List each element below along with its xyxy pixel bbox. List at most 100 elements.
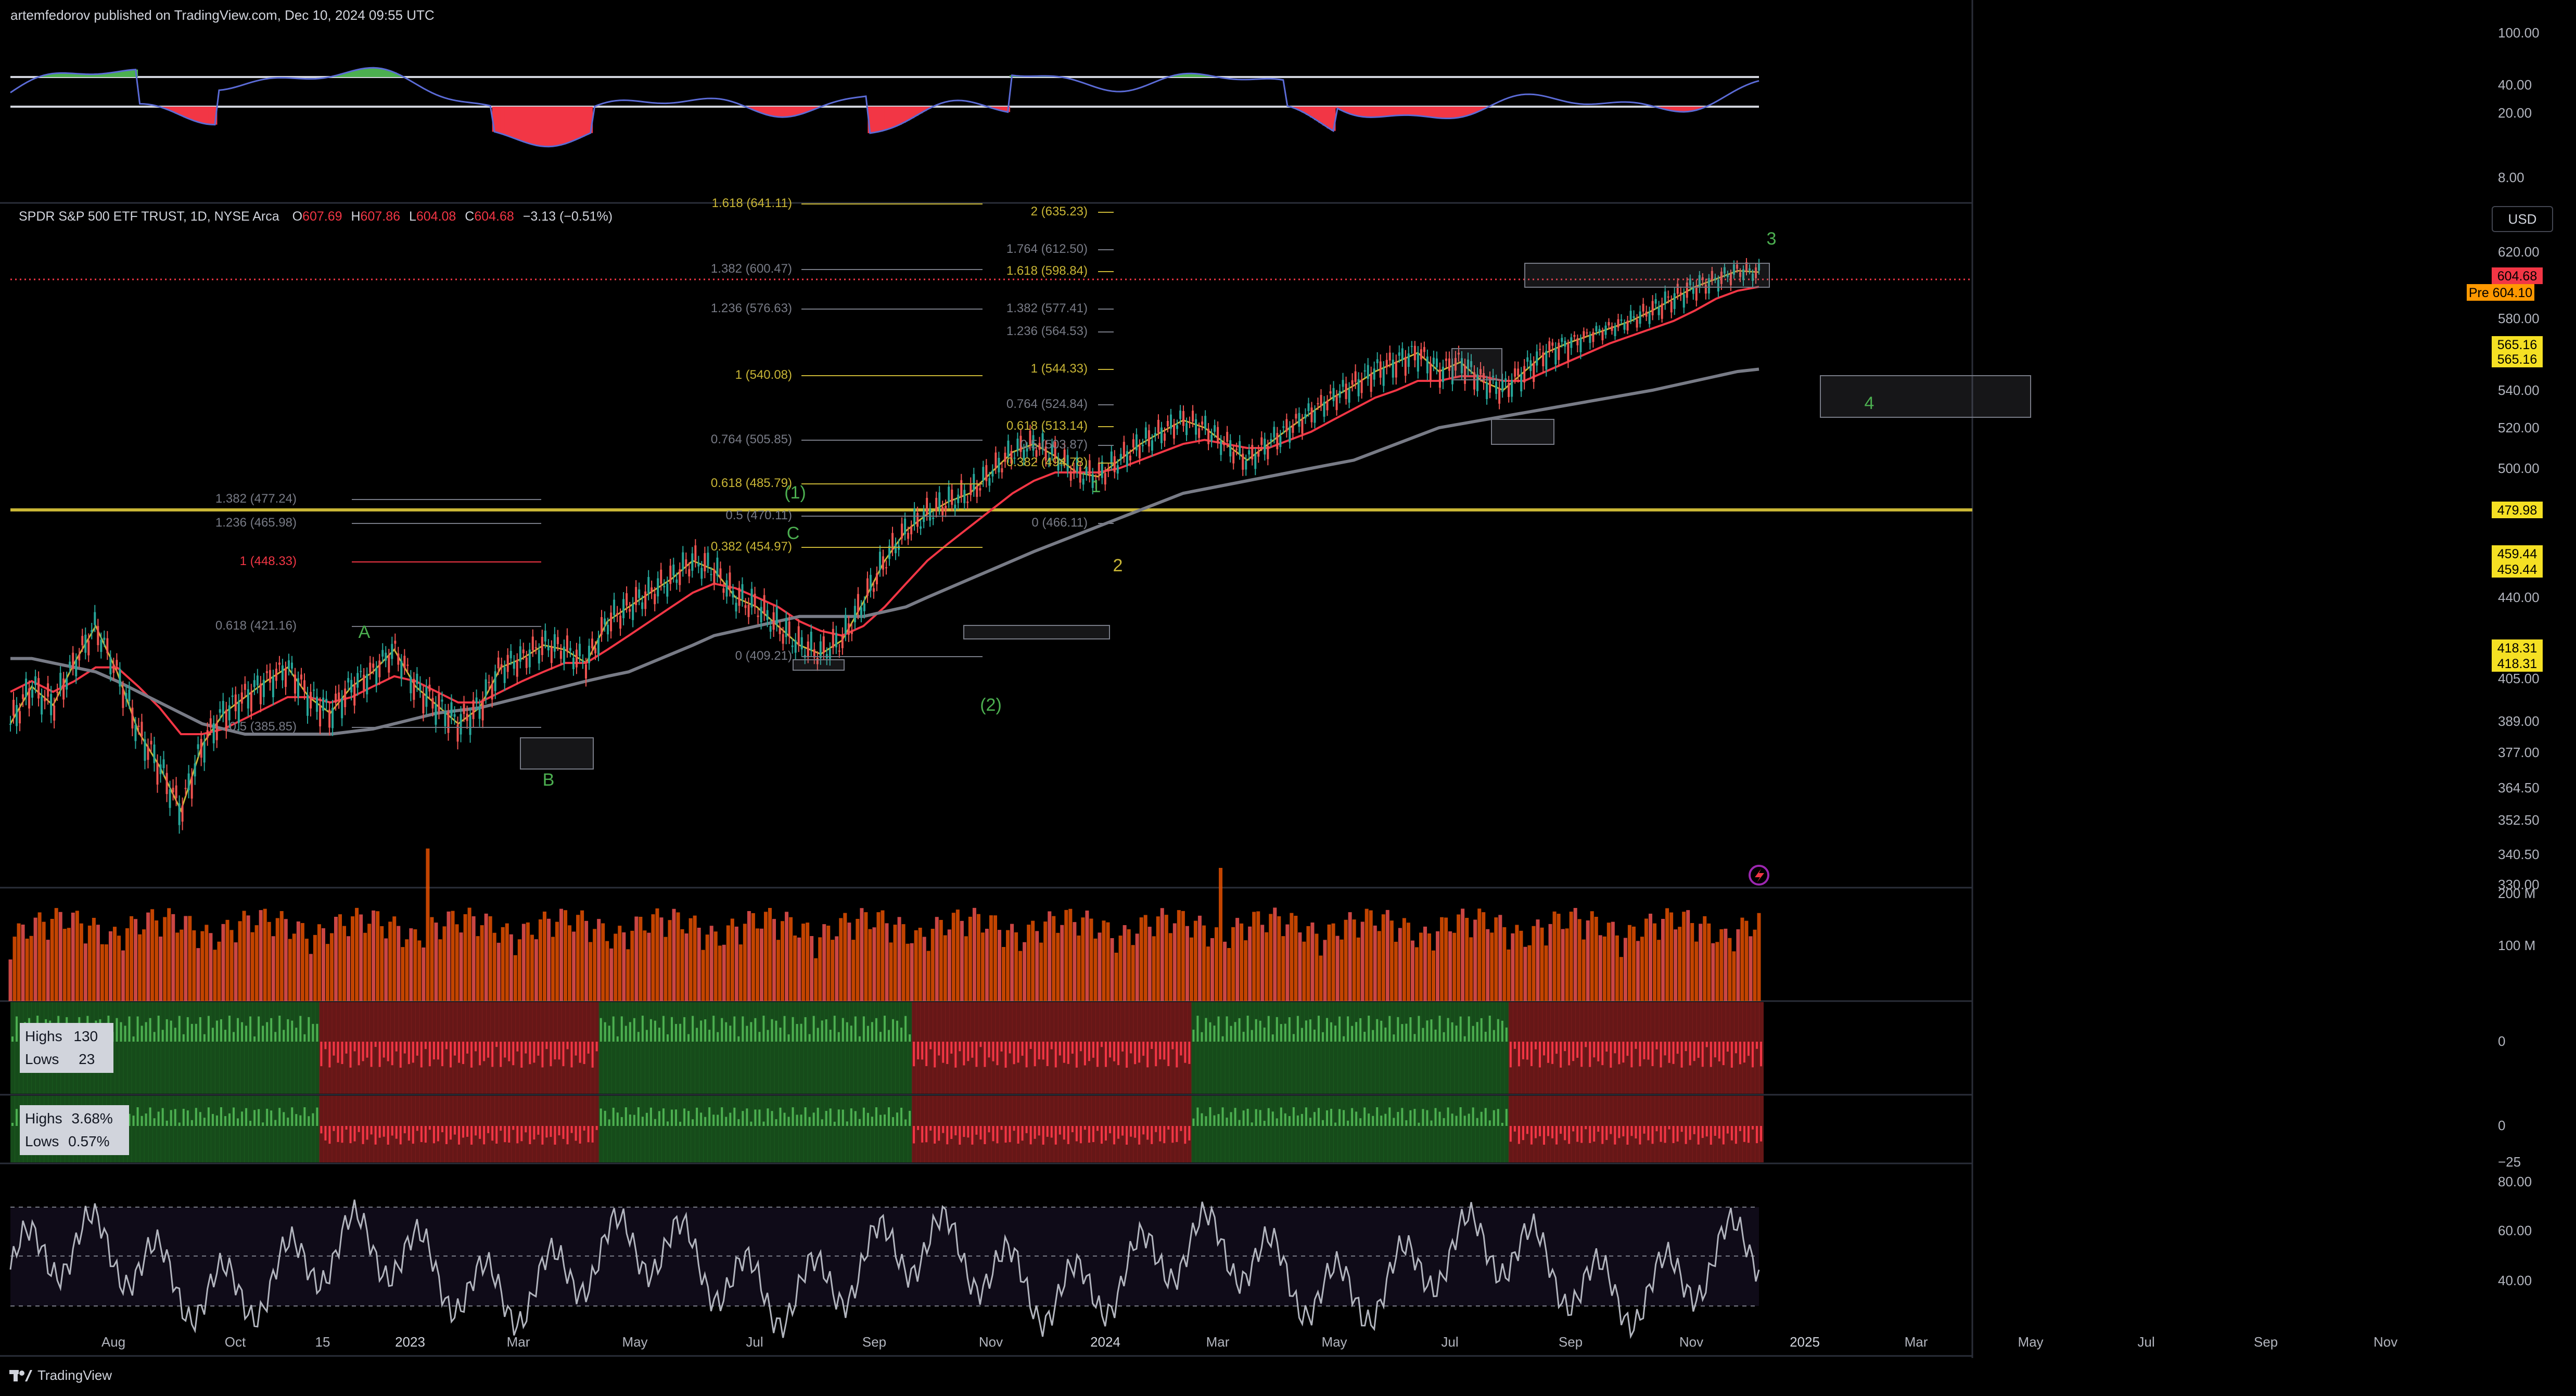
hl-bg-348 [1462, 1002, 1468, 1094]
hlp-bg-162 [686, 1096, 692, 1162]
candle-body-221 [700, 568, 703, 579]
hlp-bg-337 [1417, 1096, 1422, 1162]
candle-body-413 [1301, 419, 1304, 434]
hl-bg-182 [770, 1002, 775, 1094]
hl-bg-70 [302, 1002, 308, 1094]
hlp-bg-33 [148, 1096, 153, 1162]
candle-body-227 [719, 568, 722, 579]
candle-body-22 [78, 655, 81, 661]
candle-body-80 [259, 683, 262, 705]
candle-body-389 [1226, 432, 1229, 442]
hlp-bg-147 [623, 1096, 629, 1162]
candle-body-437 [1376, 359, 1379, 363]
fib-right-label-1: 1.764 (612.50) [1006, 242, 1088, 256]
hl-bg-297 [1249, 1002, 1255, 1094]
currency-button[interactable]: USD [2492, 206, 2553, 232]
x-tick-11: May [1321, 1334, 1347, 1350]
candle-body-13 [50, 694, 53, 715]
fib-right-label-0: 2 (635.23) [1031, 204, 1088, 219]
hl-bg-355 [1491, 1002, 1497, 1094]
candle-body-97 [313, 689, 315, 691]
hlp-bg-178 [753, 1096, 758, 1162]
candle-body-147 [469, 715, 471, 735]
hlp-bg-213 [899, 1096, 904, 1162]
candle-body-274 [866, 578, 869, 596]
candle-body-3 [19, 711, 21, 724]
candle-body-34 [116, 660, 118, 666]
hl-bg-197 [832, 1002, 837, 1094]
x-tick-4: Mar [507, 1334, 530, 1350]
candle-body-215 [682, 552, 684, 570]
candle-body-487 [1533, 363, 1535, 382]
candle-body-52 [172, 787, 174, 792]
hl-bg-143 [607, 1002, 612, 1094]
candle-body-318 [1004, 453, 1006, 462]
price-tag-label-1: Pre 604.10 [2469, 286, 2532, 300]
candle-body-245 [775, 607, 778, 624]
hlp-bg-346 [1454, 1096, 1459, 1162]
candle-body-73 [237, 702, 240, 723]
candle-body-85 [275, 669, 277, 681]
candle-body-433 [1363, 370, 1366, 372]
candle-body-205 [651, 587, 653, 593]
candle-body-176 [559, 650, 562, 659]
candle-body-153 [488, 682, 490, 683]
tradingview-brand[interactable]: TradingView [9, 1367, 112, 1384]
candle-body-553 [1739, 272, 1741, 277]
candle-body-499 [1570, 337, 1573, 348]
candle-body-187 [594, 648, 597, 654]
hl-bg-349 [1466, 1002, 1472, 1094]
price-tag-label-2: 565.16 [2497, 338, 2537, 352]
hl-bg-309 [1299, 1002, 1305, 1094]
candle-body-143 [456, 724, 459, 742]
candle-body-426 [1342, 380, 1344, 387]
hlp-bg-46 [202, 1096, 207, 1162]
candle-body-225 [713, 569, 716, 584]
fib-right-label-10: 0 (466.11) [1031, 516, 1088, 530]
candle-body-469 [1476, 374, 1479, 391]
hl-pct-tick-0: 0 [2498, 1118, 2505, 1133]
hlp-bg-286 [1204, 1096, 1209, 1162]
hl-bg-313 [1316, 1002, 1321, 1094]
candle-body-75 [244, 684, 246, 690]
candle-body-401 [1264, 439, 1266, 455]
candle-body-541 [1701, 277, 1704, 280]
hl-bg-296 [1245, 1002, 1251, 1094]
candle-body-8 [34, 676, 37, 685]
price-tick-2: 580.00 [2498, 311, 2540, 326]
wave-label-0: A [359, 622, 371, 642]
candle-body-369 [1163, 433, 1166, 441]
hlp-bg-324 [1362, 1096, 1368, 1162]
candle-body-431 [1357, 379, 1360, 396]
hlp-bg-357 [1500, 1096, 1505, 1162]
candle-body-331 [1044, 446, 1047, 461]
ma-series-2 [10, 367, 1759, 736]
candle-body-478 [1504, 378, 1507, 381]
hl-bg-328 [1379, 1002, 1384, 1094]
hl-bg-43 [189, 1002, 195, 1094]
hlp-bg-351 [1475, 1096, 1480, 1162]
candle-body-191 [607, 624, 609, 635]
candle-body-103 [331, 708, 334, 728]
candle-body-327 [1032, 435, 1035, 451]
hl-bg-329 [1383, 1002, 1388, 1094]
candle-body-512 [1611, 326, 1613, 331]
candle-body-308 [973, 473, 975, 491]
fib-left-label-4: 0.5 (385.85) [229, 720, 297, 734]
price-tick-16: 340.50 [2498, 847, 2540, 862]
candle-body-239 [757, 615, 759, 617]
candle-body-314 [991, 470, 994, 477]
candle-body-43 [144, 739, 146, 761]
candle-body-272 [860, 607, 862, 616]
candle-body-497 [1564, 341, 1566, 347]
candle-body-299 [945, 506, 947, 511]
candle-body-251 [794, 640, 797, 653]
hl-bg-58 [252, 1002, 258, 1094]
price-tick-13: 377.00 [2498, 745, 2540, 760]
candle-body-379 [1195, 419, 1197, 435]
candle-body-66 [215, 722, 218, 740]
hl-bg-149 [632, 1002, 637, 1094]
hlp-bg-204 [861, 1096, 866, 1162]
